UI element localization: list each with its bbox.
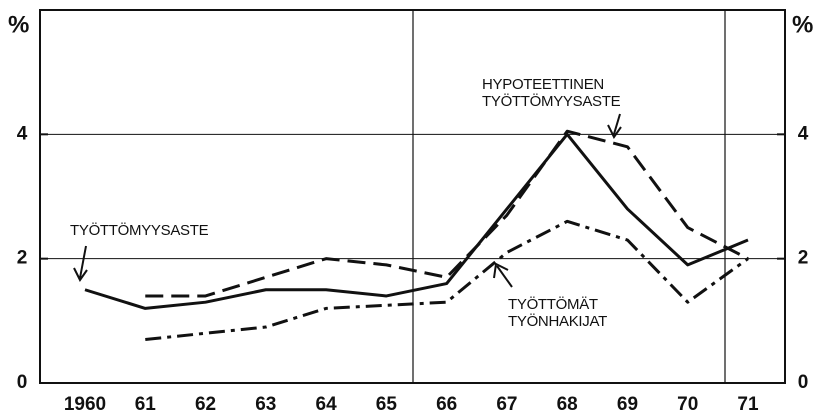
- y2-tick-label: 0: [798, 372, 809, 393]
- x-tick-label: 61: [135, 394, 157, 415]
- x-tick-label: 65: [376, 394, 398, 415]
- y-tick-label: 0: [17, 372, 28, 393]
- y-tick-label: 4: [17, 123, 28, 144]
- x-tick-label: 64: [316, 394, 338, 415]
- series-annotation: HYPOTEETTINEN TYÖTTÖMYYSASTE: [482, 76, 621, 110]
- x-tick-label: 63: [255, 394, 276, 415]
- arrow: [607, 113, 622, 139]
- series-annotation: TYÖTTÖMÄT TYÖNHAKIJAT: [508, 296, 607, 330]
- y-tick-label: 2: [17, 248, 28, 269]
- x-tick-label: 71: [737, 394, 759, 415]
- x-tick-label: 68: [557, 394, 578, 415]
- x-tick-label: 62: [195, 394, 216, 415]
- y2-tick-label: 2: [798, 248, 809, 269]
- x-tick-label: 1960: [64, 394, 106, 415]
- series-annotation: TYÖTTÖMYYSASTE: [70, 222, 209, 239]
- arrow: [493, 262, 513, 288]
- x-tick-label: 66: [436, 394, 457, 415]
- x-tick-label: 67: [496, 394, 517, 415]
- series-line: [84, 132, 749, 310]
- x-tick-label: 69: [617, 394, 638, 415]
- y2-axis-label: %: [792, 11, 813, 38]
- x-tick-label: 70: [677, 394, 698, 415]
- y-axis-label: %: [8, 11, 29, 38]
- arrow: [73, 245, 88, 282]
- y2-tick-label: 4: [798, 123, 809, 144]
- series-line: [145, 219, 749, 341]
